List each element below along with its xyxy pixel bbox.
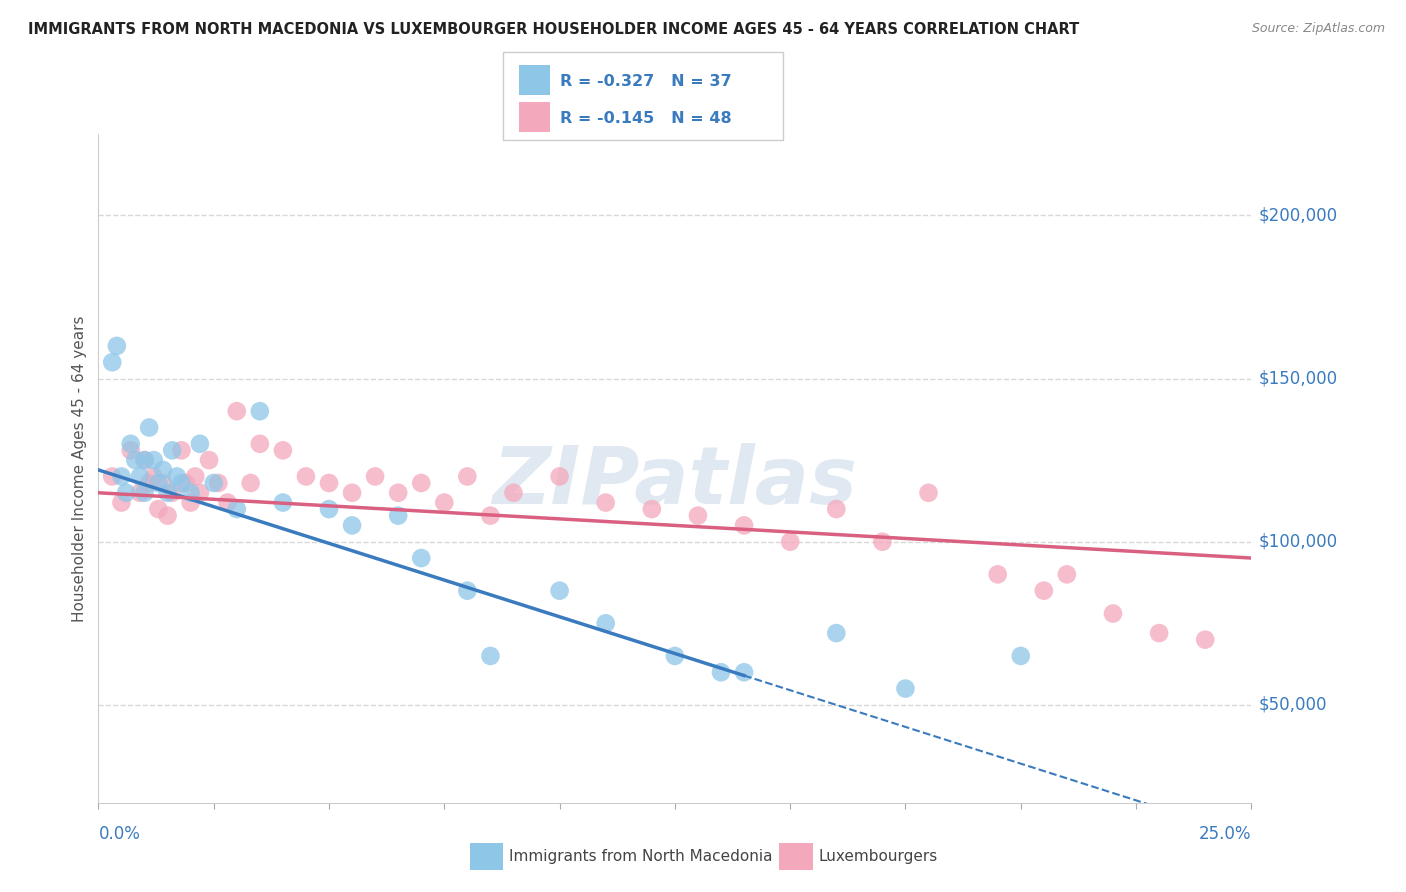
- Text: R = -0.145   N = 48: R = -0.145 N = 48: [560, 111, 731, 126]
- Point: [198, 453, 221, 467]
- Point: [134, 453, 156, 467]
- Point: [239, 475, 262, 490]
- Point: [548, 469, 571, 483]
- Point: [170, 475, 193, 490]
- Point: [105, 339, 128, 353]
- Point: [148, 502, 170, 516]
- Point: [387, 485, 409, 500]
- Point: [271, 443, 294, 458]
- Point: [502, 485, 524, 500]
- Point: [779, 534, 801, 549]
- Point: [160, 443, 183, 458]
- Point: [595, 495, 617, 509]
- Point: [152, 475, 174, 490]
- Point: [411, 551, 433, 566]
- Point: [249, 404, 271, 418]
- Y-axis label: Householder Income Ages 45 - 64 years: Householder Income Ages 45 - 64 years: [72, 315, 87, 622]
- Point: [411, 475, 433, 490]
- Point: [225, 502, 247, 516]
- Point: [156, 485, 179, 500]
- Point: [115, 485, 138, 500]
- Point: [479, 508, 502, 523]
- Text: R = -0.327   N = 37: R = -0.327 N = 37: [560, 74, 731, 89]
- Point: [120, 437, 142, 451]
- Point: [110, 469, 132, 483]
- Text: $50,000: $50,000: [1258, 696, 1327, 714]
- Point: [340, 485, 363, 500]
- Point: [184, 469, 207, 483]
- Point: [318, 502, 340, 516]
- Point: [101, 469, 124, 483]
- Point: [1194, 632, 1216, 647]
- Point: [1032, 583, 1054, 598]
- Point: [160, 485, 183, 500]
- Text: $150,000: $150,000: [1258, 369, 1337, 387]
- Point: [733, 665, 755, 680]
- Point: [129, 485, 152, 500]
- Point: [124, 453, 146, 467]
- Point: [271, 495, 294, 509]
- Point: [188, 485, 211, 500]
- Point: [433, 495, 456, 509]
- Text: Source: ZipAtlas.com: Source: ZipAtlas.com: [1251, 22, 1385, 36]
- Point: [456, 469, 478, 483]
- Point: [217, 495, 239, 509]
- Point: [142, 453, 165, 467]
- Point: [202, 475, 225, 490]
- Point: [207, 475, 229, 490]
- Point: [1102, 607, 1125, 621]
- Point: [917, 485, 939, 500]
- Point: [479, 648, 502, 663]
- Point: [664, 648, 686, 663]
- Point: [152, 463, 174, 477]
- Point: [595, 616, 617, 631]
- Point: [387, 508, 409, 523]
- Point: [188, 437, 211, 451]
- Point: [364, 469, 387, 483]
- Point: [456, 583, 478, 598]
- Text: 0.0%: 0.0%: [98, 825, 141, 843]
- Point: [1010, 648, 1032, 663]
- Point: [733, 518, 755, 533]
- Point: [318, 475, 340, 490]
- Point: [641, 502, 664, 516]
- Point: [686, 508, 709, 523]
- Text: Immigrants from North Macedonia: Immigrants from North Macedonia: [509, 849, 772, 863]
- Point: [134, 485, 156, 500]
- Text: 25.0%: 25.0%: [1199, 825, 1251, 843]
- Text: $200,000: $200,000: [1258, 206, 1337, 225]
- Point: [166, 469, 188, 483]
- Point: [142, 469, 165, 483]
- Point: [1056, 567, 1078, 582]
- Point: [180, 485, 202, 500]
- Text: Luxembourgers: Luxembourgers: [818, 849, 938, 863]
- Point: [987, 567, 1010, 582]
- Point: [170, 443, 193, 458]
- Point: [340, 518, 363, 533]
- Point: [249, 437, 271, 451]
- Point: [101, 355, 124, 369]
- Point: [548, 583, 571, 598]
- Point: [110, 495, 132, 509]
- Point: [894, 681, 917, 696]
- Text: IMMIGRANTS FROM NORTH MACEDONIA VS LUXEMBOURGER HOUSEHOLDER INCOME AGES 45 - 64 : IMMIGRANTS FROM NORTH MACEDONIA VS LUXEM…: [28, 22, 1080, 37]
- Point: [134, 453, 156, 467]
- Text: $100,000: $100,000: [1258, 533, 1337, 550]
- Point: [174, 475, 197, 490]
- Point: [825, 626, 848, 640]
- Point: [138, 420, 160, 434]
- Point: [138, 475, 160, 490]
- Point: [710, 665, 733, 680]
- Point: [1147, 626, 1170, 640]
- Point: [872, 534, 894, 549]
- Text: ZIPatlas: ZIPatlas: [492, 442, 858, 521]
- Point: [156, 508, 179, 523]
- Point: [825, 502, 848, 516]
- Point: [295, 469, 318, 483]
- Point: [120, 443, 142, 458]
- Point: [148, 475, 170, 490]
- Point: [225, 404, 247, 418]
- Point: [129, 469, 152, 483]
- Point: [180, 495, 202, 509]
